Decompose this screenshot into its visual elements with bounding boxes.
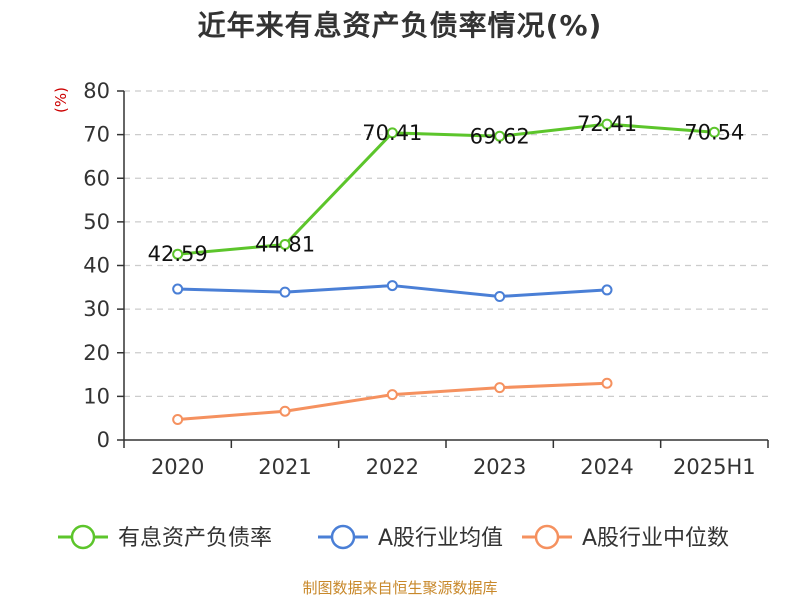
data-point [386, 280, 398, 292]
y-tick-label: 60 [83, 166, 110, 190]
legend-label: A股行业均值 [378, 526, 503, 551]
y-tick-label: 0 [97, 428, 110, 452]
data-label: 72.41 [577, 112, 637, 136]
data-point [172, 283, 184, 295]
y-tick-label: 20 [83, 341, 110, 365]
data-point [279, 239, 291, 251]
chart-title: 近年来有息资产负债率情况(%) [197, 9, 603, 42]
x-tick-label: 2025H1 [673, 455, 756, 479]
series-line-1 [177, 122, 715, 256]
data-point [494, 130, 506, 142]
data-label: 70.41 [362, 121, 422, 145]
legend-marker [330, 524, 356, 550]
data-point [386, 127, 398, 139]
data-point [386, 389, 398, 401]
y-tick-label: 10 [83, 384, 110, 408]
data-point [279, 286, 291, 298]
legend-marker [70, 524, 96, 550]
data-point [601, 377, 613, 389]
data-source-note: 制图数据来自恒生聚源数据库 [302, 579, 498, 597]
y-tick-label: 30 [83, 297, 110, 321]
x-tick-label: 2023 [473, 455, 526, 479]
data-point [279, 405, 291, 417]
series-line-3 [177, 381, 608, 421]
data-label: 44.81 [255, 233, 315, 257]
legend-label: A股行业中位数 [582, 526, 729, 551]
legend-label: 有息资产负债率 [118, 526, 272, 551]
y-tick-label: 80 [83, 79, 110, 103]
data-point [494, 290, 506, 302]
data-point [494, 382, 506, 394]
data-point [708, 126, 720, 138]
x-tick-label: 2024 [580, 455, 633, 479]
x-tick-label: 2021 [258, 455, 311, 479]
data-point [172, 248, 184, 260]
y-tick-label: 40 [83, 254, 110, 278]
data-label: 70.54 [684, 120, 744, 144]
data-label: 69.62 [470, 124, 530, 148]
legend-marker [534, 524, 560, 550]
data-label: 42.59 [148, 242, 208, 266]
data-point [601, 284, 613, 296]
x-tick-label: 2022 [366, 455, 419, 479]
x-tick-label: 2020 [151, 455, 204, 479]
y-tick-label: 50 [83, 210, 110, 234]
data-point [601, 118, 613, 130]
data-point [172, 413, 184, 425]
y-tick-label: 70 [83, 123, 110, 147]
